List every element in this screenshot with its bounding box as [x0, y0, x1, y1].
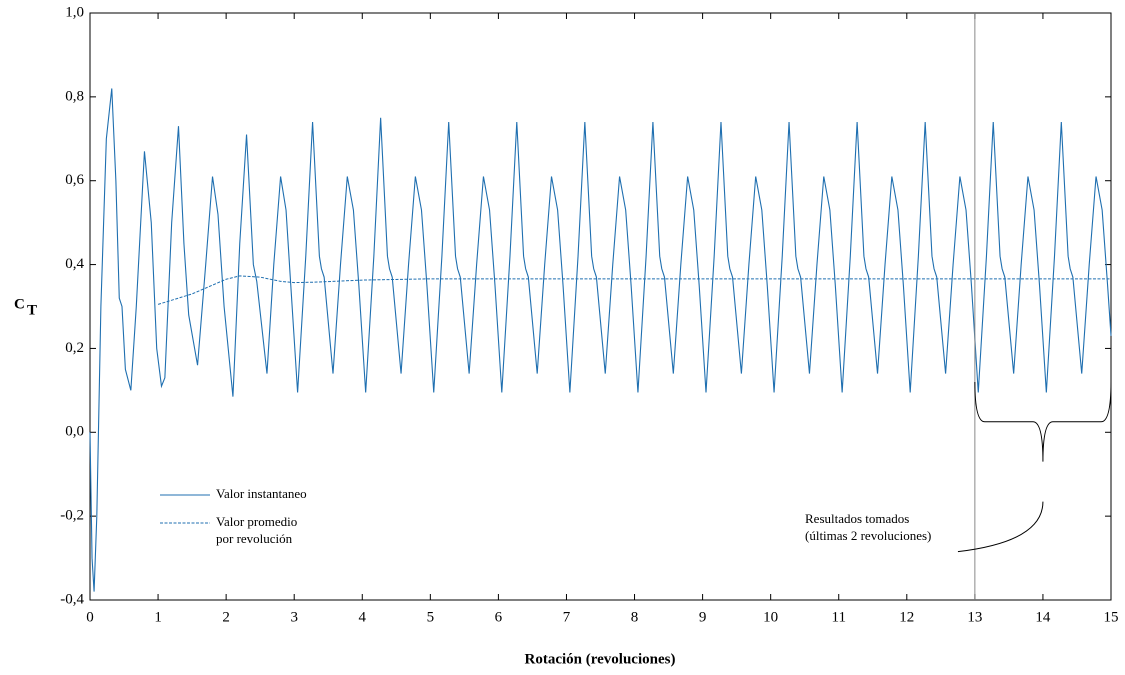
x-tick-label: 14 [1035, 609, 1051, 625]
y-tick-label: -0,4 [60, 591, 84, 607]
x-tick-label: 1 [154, 609, 162, 625]
x-tick-label: 6 [495, 609, 503, 625]
data-line [157, 275, 1111, 305]
x-tick-label: 10 [763, 609, 778, 625]
y-tick-label: 0,8 [65, 88, 84, 104]
x-tick-label: 2 [222, 609, 230, 625]
legend-label: Valor instantaneo [216, 486, 307, 501]
annotation-text: (últimas 2 revoluciones) [805, 528, 931, 543]
x-tick-label: 0 [86, 609, 94, 625]
data-line [89, 88, 1112, 592]
x-axis-label: Rotación (revoluciones) [525, 651, 676, 667]
y-tick-label: 0,0 [65, 424, 84, 440]
x-tick-label: 13 [967, 609, 982, 625]
plot-frame [89, 12, 1112, 601]
y-tick-label: 0,6 [65, 172, 84, 188]
y-tick-label: 0,2 [65, 340, 84, 356]
x-tick-label: 7 [563, 609, 571, 625]
x-tick-label: 5 [427, 609, 435, 625]
annotation-leader [957, 501, 1044, 553]
annotation-text: Resultados tomados [805, 511, 909, 526]
x-tick-label: 8 [631, 609, 639, 625]
y-tick-label: -0,2 [60, 508, 84, 524]
y-axis-label: C [14, 296, 25, 312]
y-axis-label-subscript: T [27, 302, 37, 318]
y-tick-label: 1,0 [65, 4, 84, 20]
annotation-brace [974, 381, 1112, 462]
x-tick-label: 12 [899, 609, 914, 625]
y-tick-label: 0,4 [65, 256, 84, 272]
x-tick-label: 9 [699, 609, 707, 625]
x-tick-label: 4 [359, 609, 367, 625]
x-tick-label: 11 [832, 609, 846, 625]
x-tick-label: 3 [290, 609, 298, 625]
x-tick-label: 15 [1104, 609, 1119, 625]
legend-label: Valor promedio por revolución [216, 514, 297, 546]
